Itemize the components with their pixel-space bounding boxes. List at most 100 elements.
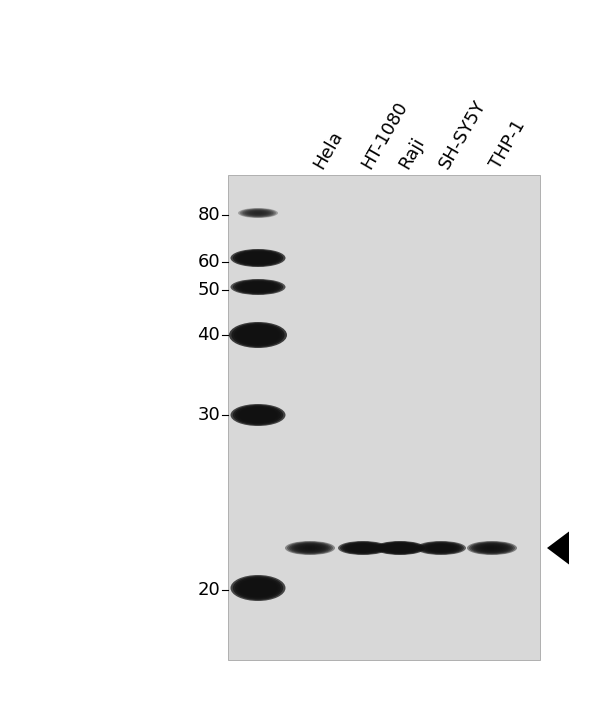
Ellipse shape <box>247 210 269 216</box>
Ellipse shape <box>238 578 278 598</box>
Ellipse shape <box>433 546 449 550</box>
Text: Hela: Hela <box>310 127 346 172</box>
Bar <box>228 175 540 660</box>
Ellipse shape <box>247 411 269 419</box>
Ellipse shape <box>239 408 277 422</box>
Text: 20: 20 <box>197 581 220 599</box>
Ellipse shape <box>253 257 263 260</box>
Ellipse shape <box>304 547 316 549</box>
Ellipse shape <box>428 544 454 552</box>
Ellipse shape <box>346 543 380 552</box>
Ellipse shape <box>422 543 460 553</box>
Text: HT-1080: HT-1080 <box>358 98 411 172</box>
Ellipse shape <box>475 543 509 552</box>
Ellipse shape <box>247 283 269 291</box>
Ellipse shape <box>437 547 445 549</box>
Ellipse shape <box>482 545 502 551</box>
Ellipse shape <box>244 254 272 262</box>
Ellipse shape <box>256 334 260 336</box>
Ellipse shape <box>338 541 388 555</box>
Ellipse shape <box>467 541 517 555</box>
Ellipse shape <box>235 250 281 265</box>
Ellipse shape <box>238 407 278 423</box>
Ellipse shape <box>245 210 271 216</box>
Ellipse shape <box>302 546 319 550</box>
Ellipse shape <box>361 547 365 549</box>
Ellipse shape <box>236 325 280 345</box>
Ellipse shape <box>235 577 281 599</box>
Ellipse shape <box>490 547 494 549</box>
Ellipse shape <box>233 576 283 600</box>
Ellipse shape <box>243 209 273 217</box>
Ellipse shape <box>233 405 283 425</box>
Ellipse shape <box>295 544 325 552</box>
Ellipse shape <box>251 285 265 289</box>
Ellipse shape <box>238 281 278 293</box>
Ellipse shape <box>239 282 277 292</box>
Polygon shape <box>547 531 569 565</box>
Ellipse shape <box>253 413 263 417</box>
Ellipse shape <box>357 547 369 549</box>
Ellipse shape <box>248 330 268 339</box>
Ellipse shape <box>375 541 425 555</box>
Ellipse shape <box>388 544 413 552</box>
Ellipse shape <box>306 547 314 549</box>
Ellipse shape <box>251 332 265 338</box>
Ellipse shape <box>486 547 498 549</box>
Ellipse shape <box>251 585 265 591</box>
Ellipse shape <box>349 544 377 552</box>
Ellipse shape <box>359 547 367 549</box>
Ellipse shape <box>469 542 515 555</box>
Ellipse shape <box>239 252 277 264</box>
Ellipse shape <box>256 257 260 259</box>
Ellipse shape <box>291 543 329 553</box>
Text: THP-1: THP-1 <box>487 117 529 172</box>
Ellipse shape <box>246 330 270 341</box>
Text: Raji: Raji <box>396 134 428 172</box>
Ellipse shape <box>344 543 382 553</box>
Ellipse shape <box>253 333 263 337</box>
Ellipse shape <box>230 575 286 601</box>
Ellipse shape <box>394 547 406 549</box>
Ellipse shape <box>239 326 277 343</box>
Ellipse shape <box>256 286 260 288</box>
Ellipse shape <box>420 542 462 554</box>
Ellipse shape <box>416 541 466 555</box>
Text: 50: 50 <box>197 281 220 299</box>
Text: 80: 80 <box>197 206 220 224</box>
Ellipse shape <box>251 412 265 418</box>
Ellipse shape <box>418 542 464 555</box>
Ellipse shape <box>473 543 511 553</box>
Ellipse shape <box>293 543 326 552</box>
Ellipse shape <box>249 583 267 592</box>
Ellipse shape <box>488 547 496 549</box>
Ellipse shape <box>251 256 265 260</box>
Ellipse shape <box>244 283 272 291</box>
Ellipse shape <box>478 544 506 552</box>
Ellipse shape <box>396 547 404 549</box>
Ellipse shape <box>253 586 263 590</box>
Ellipse shape <box>242 283 274 291</box>
Ellipse shape <box>285 541 335 555</box>
Ellipse shape <box>439 547 443 549</box>
Ellipse shape <box>381 543 419 553</box>
Ellipse shape <box>232 323 284 347</box>
Ellipse shape <box>230 279 286 295</box>
Ellipse shape <box>244 581 272 594</box>
Text: 30: 30 <box>197 406 220 424</box>
Ellipse shape <box>355 546 371 550</box>
Text: SH-SY5Y: SH-SY5Y <box>436 97 490 172</box>
Text: 60: 60 <box>197 253 220 271</box>
Ellipse shape <box>233 280 283 294</box>
Ellipse shape <box>241 209 275 217</box>
Ellipse shape <box>377 542 423 555</box>
Ellipse shape <box>230 249 286 267</box>
Ellipse shape <box>287 542 333 555</box>
Ellipse shape <box>242 408 274 422</box>
Ellipse shape <box>256 414 260 416</box>
Ellipse shape <box>389 545 410 551</box>
Ellipse shape <box>248 210 268 215</box>
Ellipse shape <box>392 546 409 550</box>
Ellipse shape <box>479 544 505 552</box>
Text: 40: 40 <box>197 326 220 344</box>
